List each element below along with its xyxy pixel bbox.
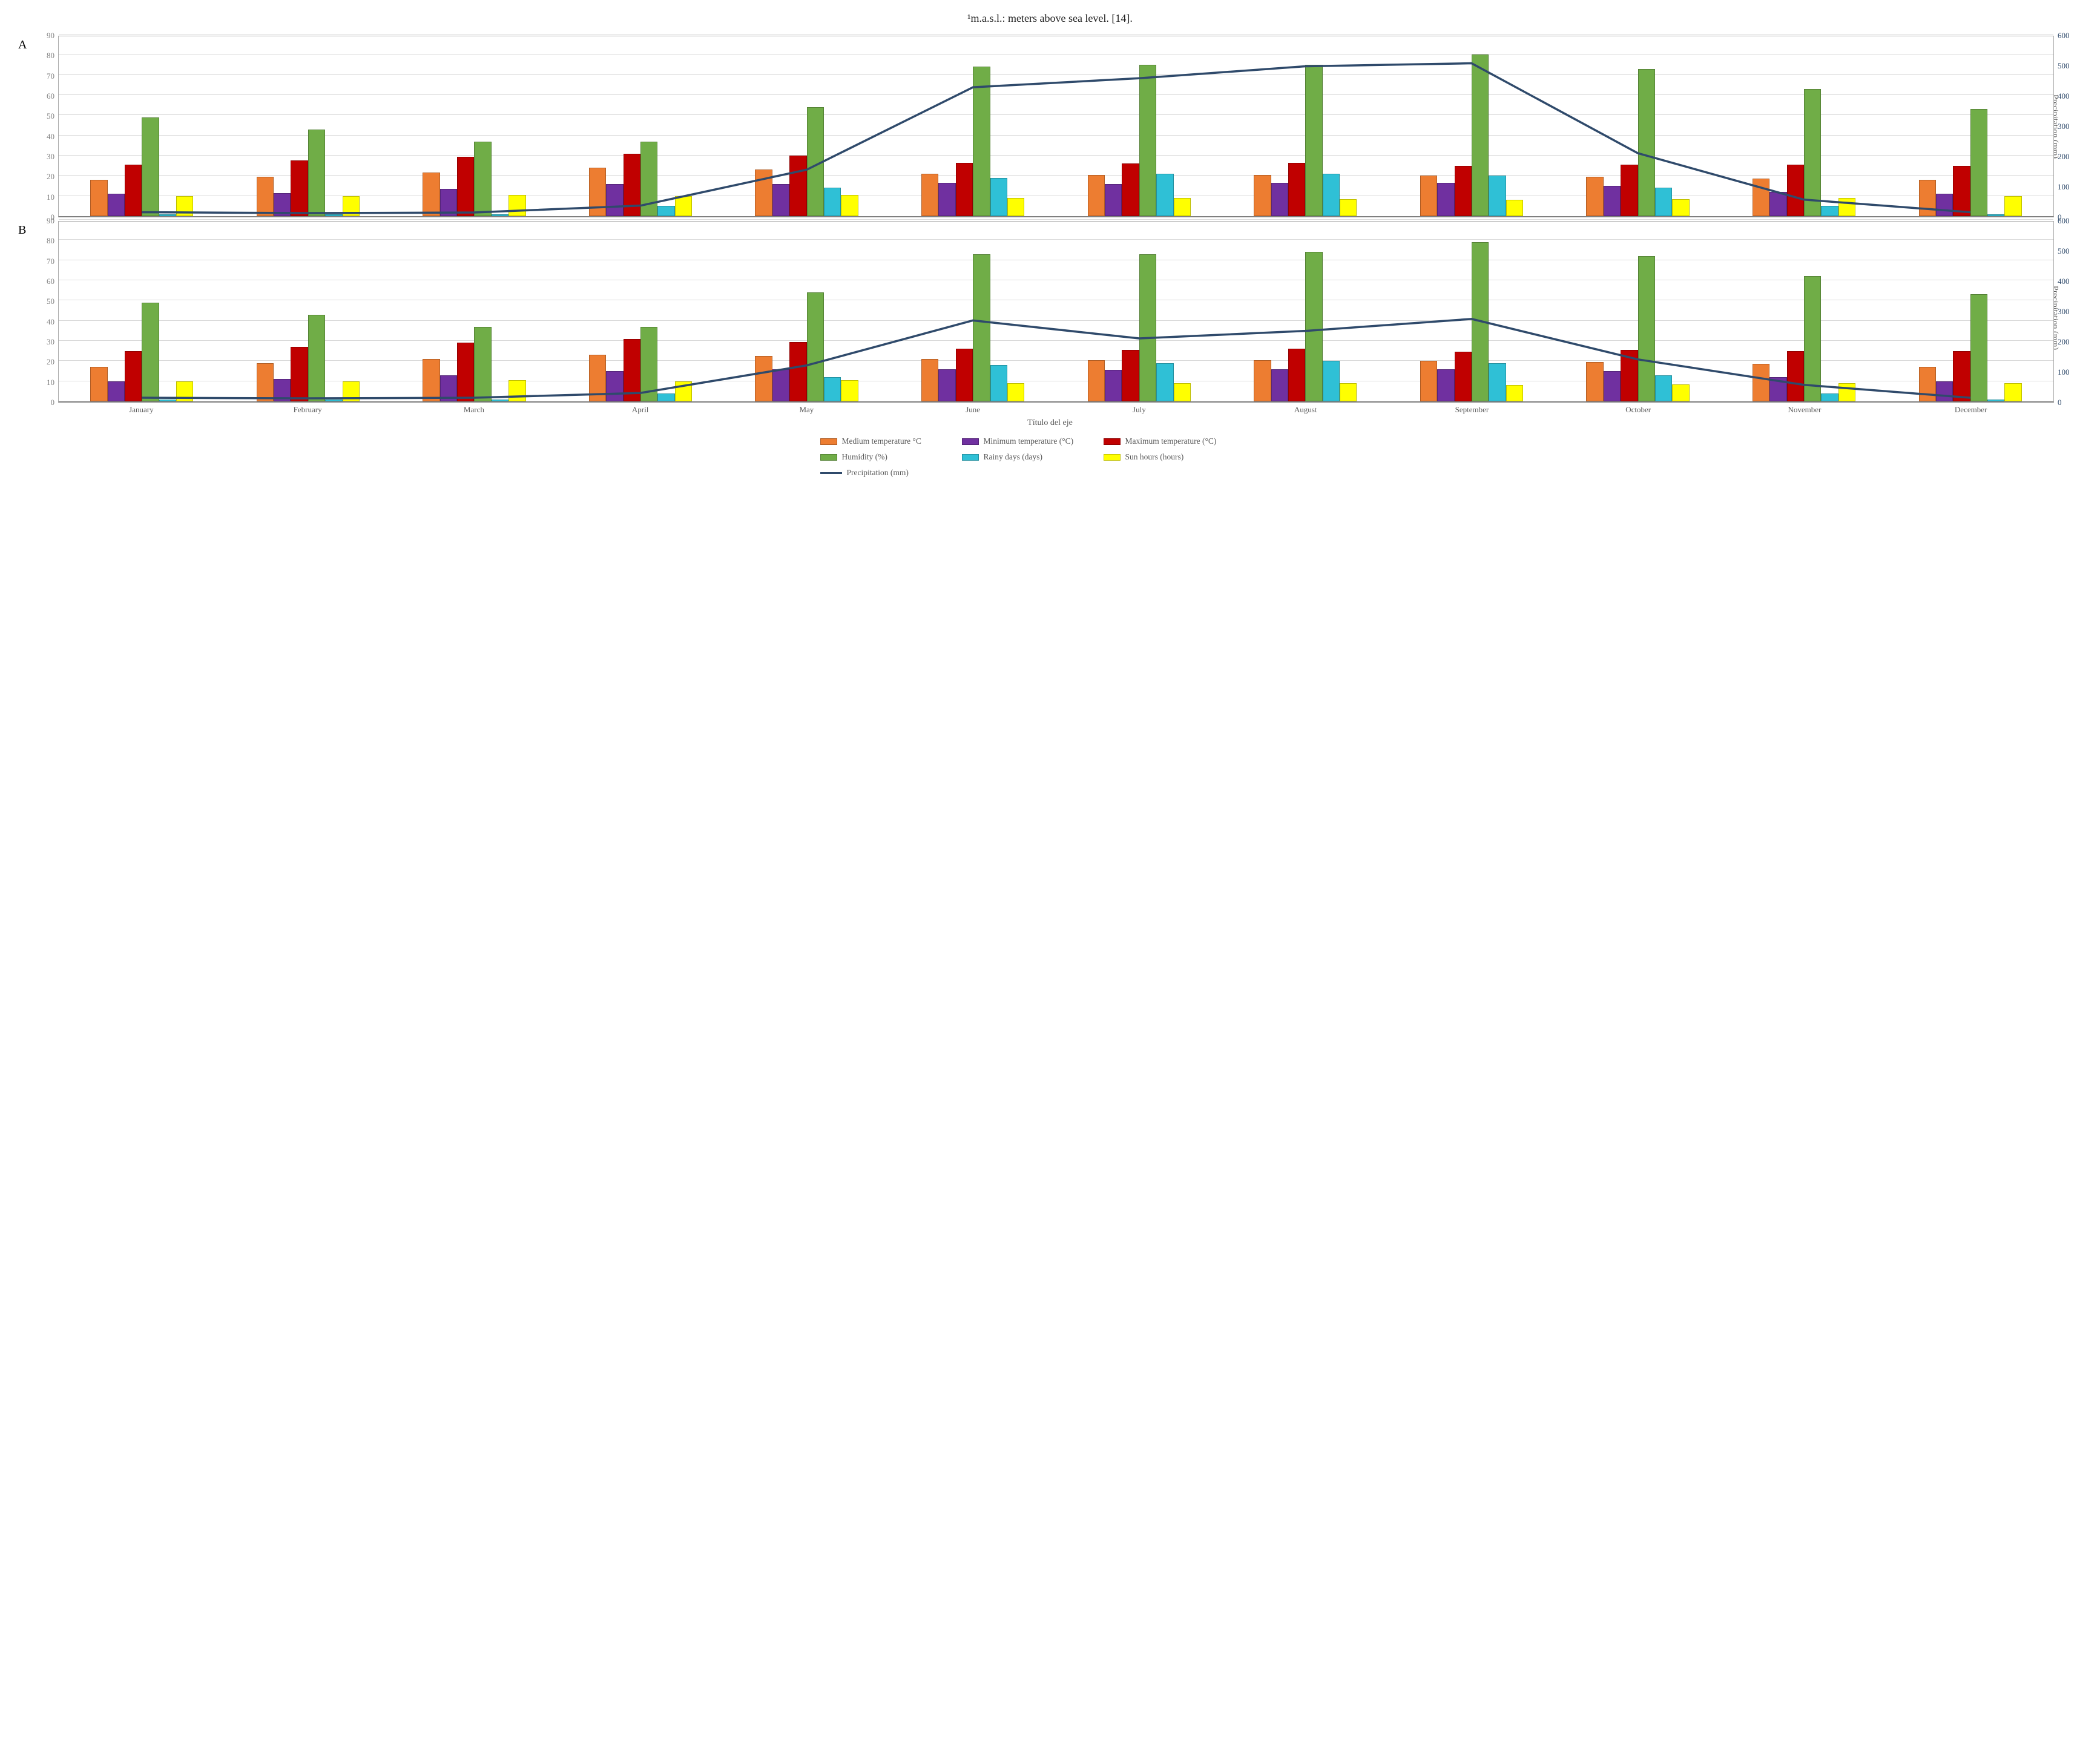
y-axis-left: 0102030405060708090 (36, 221, 58, 403)
y-left-tick: 20 (47, 357, 54, 367)
y-axis-right: 0100200300400500600 (2054, 36, 2076, 217)
y-axis-right: 0100200300400500600 (2054, 221, 2076, 403)
y-axis-left: 0102030405060708090 (36, 36, 58, 217)
y-right-tick: 500 (2058, 61, 2070, 71)
gridline (59, 219, 2053, 220)
y-left-tick: 30 (47, 337, 54, 347)
chart-panel-A: APrecipitation (mm)010203040506070809001… (18, 36, 2082, 217)
y-left-tick: 70 (47, 71, 54, 81)
y-left-tick: 80 (47, 51, 54, 61)
legend-swatch (962, 454, 979, 461)
x-tick-label: October (1555, 403, 1722, 415)
x-tick-label: May (723, 403, 890, 415)
x-axis-title-wrapper: Título del eje (18, 418, 2082, 428)
legend-swatch (962, 438, 979, 445)
legend-item: Minimum temperature (°C) (962, 436, 1089, 446)
x-tick-label: July (1056, 403, 1223, 415)
y-left-tick: 50 (47, 297, 54, 306)
panels-container: APrecipitation (mm)010203040506070809001… (18, 36, 2082, 415)
legend-swatch-line (820, 472, 842, 474)
legend-label: Medium temperature °C (842, 436, 921, 446)
line-layer (59, 222, 2053, 401)
plot-area (58, 221, 2054, 403)
x-tick-label: April (557, 403, 723, 415)
legend-item: Precipitation (mm) (820, 468, 947, 478)
legend-item: Rainy days (days) (962, 452, 1089, 462)
legend-item: Medium temperature °C (820, 436, 947, 446)
y-right-tick: 400 (2058, 277, 2070, 286)
y-right-tick: 200 (2058, 152, 2070, 162)
y-right-tick: 600 (2058, 31, 2070, 41)
x-tick-label: January (58, 403, 225, 415)
y-left-tick: 40 (47, 317, 54, 327)
legend-label: Rainy days (days) (984, 452, 1042, 462)
y-right-tick: 100 (2058, 367, 2070, 377)
legend-label: Maximum temperature (°C) (1125, 436, 1217, 446)
gridline (59, 34, 2053, 35)
y-right-tick: 100 (2058, 182, 2070, 192)
x-tick-label: August (1222, 403, 1389, 415)
x-tick-label: February (225, 403, 391, 415)
legend-label: Minimum temperature (°C) (984, 436, 1074, 446)
y-left-tick: 30 (47, 152, 54, 162)
x-tick-label: November (1722, 403, 1888, 415)
chart-panel-B: BPrecipitation (mm)010203040506070809001… (18, 221, 2082, 415)
y-left-tick: 60 (47, 91, 54, 101)
panel-label: B (18, 223, 26, 237)
legend-swatch (1104, 454, 1121, 461)
line-layer (59, 36, 2053, 216)
y-left-tick: 10 (47, 378, 54, 387)
panel-label: A (18, 38, 27, 52)
figure-caption: ¹m.a.s.l.: meters above sea level. [14]. (18, 12, 2082, 25)
precipitation-line (142, 319, 1970, 398)
y-right-tick: 400 (2058, 91, 2070, 101)
legend-label: Sun hours (hours) (1125, 452, 1184, 462)
x-tick-label: September (1389, 403, 1555, 415)
y-left-tick: 90 (47, 31, 54, 41)
legend-label: Precipitation (mm) (847, 468, 909, 478)
y-left-tick: 10 (47, 193, 54, 202)
y-left-tick: 0 (51, 398, 55, 407)
legend-label: Humidity (%) (842, 452, 887, 462)
legend-swatch (820, 454, 837, 461)
legend-item: Humidity (%) (820, 452, 947, 462)
x-tick-label: March (391, 403, 558, 415)
y-right-tick: 0 (2058, 398, 2062, 407)
plot-area (58, 36, 2054, 217)
x-tick-label: June (890, 403, 1056, 415)
y-left-tick: 20 (47, 172, 54, 182)
legend-item: Maximum temperature (°C) (1104, 436, 1231, 446)
y-right-tick: 300 (2058, 122, 2070, 131)
y-right-tick: 500 (2058, 246, 2070, 256)
y-left-tick: 50 (47, 111, 54, 121)
legend-swatch (820, 438, 837, 445)
legend: Medium temperature °C Minimum temperature… (820, 436, 1280, 484)
x-axis: JanuaryFebruaryMarchAprilMayJuneJulyAugu… (58, 403, 2054, 415)
y-right-tick: 600 (2058, 216, 2070, 226)
y-left-tick: 90 (47, 216, 54, 226)
legend-swatch (1104, 438, 1121, 445)
y-left-tick: 40 (47, 132, 54, 142)
x-axis-title: Título del eje (18, 418, 2082, 428)
y-right-tick: 300 (2058, 307, 2070, 317)
x-tick-label: December (1888, 403, 2054, 415)
legend-item: Sun hours (hours) (1104, 452, 1231, 462)
y-left-tick: 80 (47, 236, 54, 246)
precipitation-line (142, 64, 1970, 213)
y-right-tick: 200 (2058, 337, 2070, 347)
y-left-tick: 60 (47, 277, 54, 286)
y-left-tick: 70 (47, 257, 54, 266)
